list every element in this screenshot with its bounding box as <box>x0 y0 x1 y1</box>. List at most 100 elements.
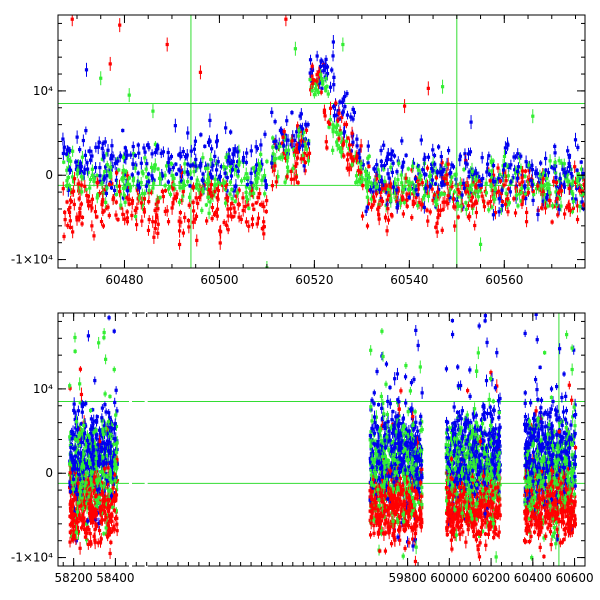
data-point <box>150 176 155 180</box>
data-point <box>341 143 345 147</box>
data-point <box>194 157 198 162</box>
data-point <box>272 157 276 162</box>
data-point <box>550 204 555 208</box>
data-point <box>553 151 557 155</box>
data-point <box>482 205 487 209</box>
data-point <box>258 168 262 172</box>
data-point <box>165 42 169 47</box>
data-point <box>547 183 551 187</box>
data-point <box>305 147 309 151</box>
data-point <box>219 230 223 234</box>
data-point <box>521 169 525 173</box>
data-point <box>355 154 359 158</box>
data-point <box>392 154 397 158</box>
data-point <box>75 164 79 169</box>
data-point <box>286 148 291 152</box>
data-point <box>434 225 438 229</box>
data-point <box>306 159 311 163</box>
data-point <box>121 212 125 216</box>
data-point <box>299 125 303 129</box>
data-point <box>163 189 168 193</box>
data-point <box>103 187 107 192</box>
data-point <box>177 229 182 233</box>
data-point <box>323 114 327 118</box>
data-point <box>496 166 500 170</box>
data-point <box>164 164 169 168</box>
data-point <box>387 462 391 467</box>
data-point <box>383 216 388 220</box>
data-point <box>187 195 192 199</box>
data-point <box>464 201 468 205</box>
data-point <box>285 119 289 123</box>
data-point <box>432 193 437 197</box>
data-point <box>113 161 117 166</box>
data-point <box>224 126 228 130</box>
data-point <box>408 187 413 192</box>
data-point <box>68 225 73 230</box>
data-point <box>273 164 277 168</box>
data-point <box>105 174 109 178</box>
data-point <box>186 162 190 166</box>
data-point <box>458 158 462 162</box>
data-point <box>335 113 339 117</box>
data-point <box>233 199 237 203</box>
data-point <box>334 126 339 130</box>
data-point <box>68 219 72 223</box>
data-point <box>450 163 454 167</box>
data-point <box>71 230 75 234</box>
data-point <box>180 198 184 203</box>
data-point <box>140 219 144 223</box>
data-point <box>88 186 92 190</box>
data-point <box>389 186 393 190</box>
data-point <box>147 180 151 184</box>
data-point <box>484 191 489 195</box>
data-point <box>498 172 502 177</box>
data-point <box>375 185 379 189</box>
data-point <box>416 164 421 168</box>
data-point <box>402 104 407 108</box>
data-point <box>177 168 181 172</box>
data-point <box>552 180 556 184</box>
data-point <box>124 169 128 174</box>
data-point <box>106 148 110 152</box>
data-point <box>420 203 424 207</box>
data-point <box>224 155 228 159</box>
data-point <box>98 166 102 170</box>
data-point <box>218 241 222 245</box>
data-point <box>562 431 566 435</box>
data-point <box>528 453 532 458</box>
data-point <box>470 183 474 187</box>
data-point <box>335 140 339 144</box>
data-point <box>289 169 293 174</box>
data-point <box>429 173 433 178</box>
data-point <box>280 155 284 159</box>
data-point <box>417 472 421 476</box>
data-point <box>135 186 139 190</box>
data-point <box>270 161 274 165</box>
data-point <box>185 170 189 174</box>
data-point <box>546 412 550 417</box>
data-point <box>105 163 109 167</box>
data-point <box>366 156 370 160</box>
data-point <box>406 524 411 528</box>
data-point <box>451 422 455 426</box>
data-point <box>167 169 171 173</box>
data-point <box>108 435 112 439</box>
data-point <box>88 177 93 182</box>
data-point <box>367 180 371 184</box>
data-point <box>254 201 258 205</box>
data-point <box>137 186 142 190</box>
data-point <box>392 191 396 196</box>
data-point <box>502 154 507 159</box>
data-point <box>516 204 520 208</box>
data-point <box>210 216 214 221</box>
data-point <box>446 201 450 206</box>
data-point <box>223 171 227 175</box>
data-point <box>142 207 146 212</box>
data-point <box>244 172 248 176</box>
data-point <box>195 238 199 243</box>
data-point <box>286 169 290 173</box>
data-point <box>114 178 119 182</box>
data-point <box>130 201 134 205</box>
